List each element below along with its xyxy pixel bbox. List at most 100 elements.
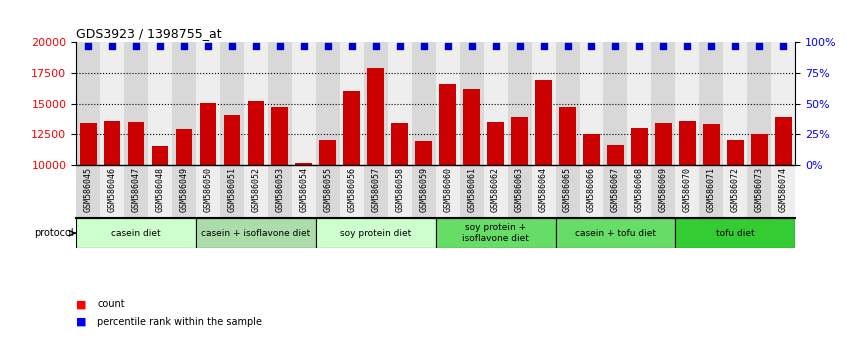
- Text: GSM586060: GSM586060: [443, 167, 452, 212]
- Point: [489, 43, 503, 49]
- Bar: [176, 129, 192, 287]
- Bar: [511, 117, 528, 287]
- Text: GSM586070: GSM586070: [683, 167, 692, 212]
- Bar: [415, 142, 432, 287]
- Bar: [100, 42, 124, 165]
- Bar: [295, 164, 312, 287]
- Bar: [508, 165, 531, 218]
- Bar: [747, 165, 772, 218]
- Text: ■: ■: [76, 299, 86, 309]
- Point: [321, 43, 334, 49]
- Text: casein diet: casein diet: [112, 229, 161, 238]
- Bar: [700, 165, 723, 218]
- Point: [153, 43, 167, 49]
- Bar: [775, 117, 792, 287]
- Point: [585, 43, 598, 49]
- Bar: [675, 218, 795, 248]
- Point: [705, 43, 718, 49]
- Text: GSM586065: GSM586065: [563, 167, 572, 212]
- Bar: [244, 165, 268, 218]
- Text: casein + isoflavone diet: casein + isoflavone diet: [201, 229, 310, 238]
- Point: [536, 43, 550, 49]
- Text: count: count: [97, 299, 125, 309]
- Bar: [727, 140, 744, 287]
- Text: GDS3923 / 1398755_at: GDS3923 / 1398755_at: [76, 27, 222, 40]
- Bar: [675, 165, 700, 218]
- Bar: [508, 42, 531, 165]
- Bar: [340, 42, 364, 165]
- Text: GSM586052: GSM586052: [251, 167, 261, 212]
- Text: GSM586068: GSM586068: [635, 167, 644, 212]
- Text: GSM586059: GSM586059: [420, 167, 428, 212]
- Text: GSM586048: GSM586048: [156, 167, 164, 212]
- Bar: [340, 165, 364, 218]
- Bar: [316, 218, 436, 248]
- Bar: [320, 140, 336, 287]
- Text: GSM586051: GSM586051: [228, 167, 236, 212]
- Text: GSM586064: GSM586064: [539, 167, 548, 212]
- Bar: [268, 42, 292, 165]
- Bar: [580, 42, 603, 165]
- Bar: [292, 165, 316, 218]
- Point: [201, 43, 215, 49]
- Bar: [603, 42, 628, 165]
- Bar: [387, 165, 412, 218]
- Text: GSM586062: GSM586062: [492, 167, 500, 212]
- Point: [225, 43, 239, 49]
- Text: GSM586056: GSM586056: [348, 167, 356, 212]
- Point: [441, 43, 454, 49]
- Text: soy protein diet: soy protein diet: [340, 229, 411, 238]
- Bar: [484, 165, 508, 218]
- Point: [656, 43, 670, 49]
- Point: [728, 43, 742, 49]
- Bar: [292, 42, 316, 165]
- Bar: [772, 165, 795, 218]
- Bar: [248, 101, 264, 287]
- Bar: [412, 42, 436, 165]
- Text: GSM586073: GSM586073: [755, 167, 764, 212]
- Text: soy protein +
isoflavone diet: soy protein + isoflavone diet: [462, 223, 529, 243]
- Text: GSM586050: GSM586050: [204, 167, 212, 212]
- Point: [249, 43, 262, 49]
- Text: GSM586063: GSM586063: [515, 167, 524, 212]
- Bar: [200, 103, 217, 287]
- Bar: [651, 165, 675, 218]
- Point: [369, 43, 382, 49]
- Bar: [364, 42, 387, 165]
- Text: GSM586058: GSM586058: [395, 167, 404, 212]
- Bar: [436, 218, 556, 248]
- Bar: [631, 128, 648, 287]
- Bar: [100, 165, 124, 218]
- Bar: [703, 124, 720, 287]
- Bar: [128, 122, 145, 287]
- Point: [464, 43, 478, 49]
- Text: GSM586069: GSM586069: [659, 167, 667, 212]
- Point: [561, 43, 574, 49]
- Bar: [700, 42, 723, 165]
- Bar: [124, 165, 148, 218]
- Text: GSM586047: GSM586047: [132, 167, 140, 212]
- Bar: [172, 42, 196, 165]
- Text: ■: ■: [76, 317, 86, 327]
- Bar: [151, 146, 168, 287]
- Bar: [80, 123, 96, 287]
- Bar: [487, 122, 504, 287]
- Point: [633, 43, 646, 49]
- Bar: [412, 165, 436, 218]
- Text: GSM586053: GSM586053: [276, 167, 284, 212]
- Bar: [439, 84, 456, 287]
- Bar: [723, 42, 747, 165]
- Bar: [603, 165, 628, 218]
- Bar: [104, 121, 120, 287]
- Bar: [223, 115, 240, 287]
- Bar: [484, 42, 508, 165]
- Bar: [436, 42, 459, 165]
- Bar: [196, 165, 220, 218]
- Bar: [556, 218, 675, 248]
- Bar: [651, 42, 675, 165]
- Bar: [436, 165, 459, 218]
- Bar: [607, 145, 624, 287]
- Bar: [531, 42, 556, 165]
- Bar: [580, 165, 603, 218]
- Text: GSM586067: GSM586067: [611, 167, 620, 212]
